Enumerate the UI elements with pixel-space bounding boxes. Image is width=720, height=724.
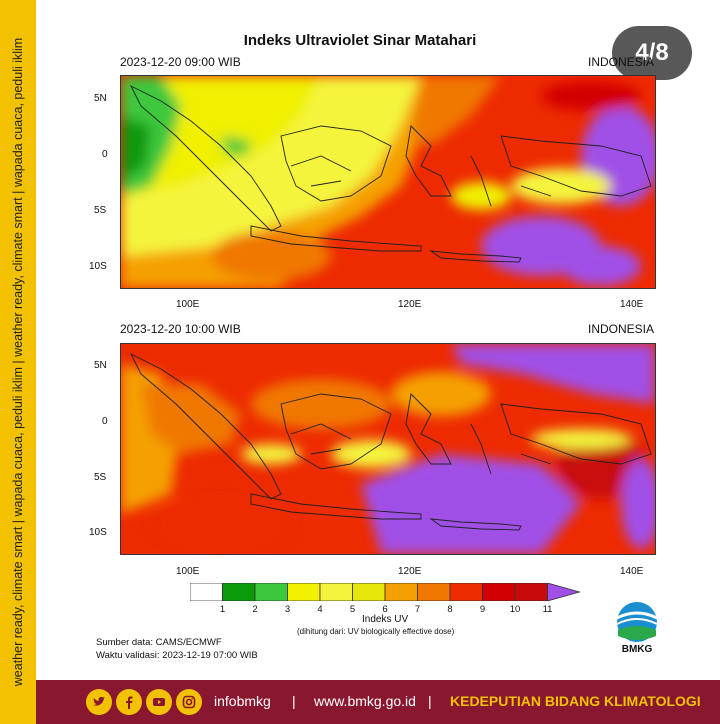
colorbar-subtitle: (dihitung dari: UV biologically effectiv… — [297, 627, 455, 636]
map2-lon-100e: 100E — [176, 566, 200, 577]
map2-lon-140e: 140E — [620, 566, 644, 577]
colorbar-tick-label: 11 — [542, 604, 553, 615]
map1-datetime: 2023-12-20 09:00 WIB — [120, 55, 241, 69]
uv-map-0900-graphic — [121, 76, 655, 288]
uv-map-1000 — [120, 343, 656, 555]
colorbar-tick-label: 1 — [219, 604, 226, 615]
map2-lat-5n: 5N — [94, 360, 107, 371]
page-title: Indeks Ultraviolet Sinar Matahari — [243, 32, 477, 49]
colorbar-segment — [417, 582, 451, 602]
map1-region: INDONESIA — [588, 55, 655, 69]
colorbar-tick-label: 4 — [317, 604, 323, 615]
colorbar-tick-label: 5 — [349, 604, 356, 615]
colorbar-segment — [482, 582, 516, 602]
slide-counter-badge[interactable]: 4/8 — [612, 26, 692, 80]
map1-lat-0: 0 — [102, 149, 108, 160]
bmkg-logo: BMKG — [612, 600, 662, 660]
footer-division: KEDEPUTIAN BIDANG KLIMATOLOGI — [450, 693, 701, 709]
colorbar-graphic — [189, 582, 581, 602]
source-text: Sumber data: CAMS/ECMWF — [96, 637, 222, 648]
side-tagline: weather ready, climate smart | wapada cu… — [11, 37, 25, 687]
bmkg-logo-icon — [616, 602, 658, 642]
instagram-icon[interactable] — [176, 689, 202, 715]
footer-bar: infobmkg | www.bmkg.go.id | KEDEPUTIAN B… — [36, 680, 720, 724]
colorbar-segment — [352, 582, 386, 602]
map2-lat-10s: 10S — [89, 527, 107, 538]
map2-lon-120e: 120E — [398, 566, 422, 577]
colorbar-segment — [449, 582, 483, 602]
colorbar-segment — [514, 582, 548, 602]
validity-text: Waktu validasi: 2023-12-19 07:00 WIB — [96, 650, 258, 661]
colorbar-tick-label: 9 — [479, 604, 486, 615]
colorbar-tick-label: 3 — [284, 604, 291, 615]
facebook-icon[interactable] — [116, 689, 142, 715]
colorbar-segment — [384, 582, 418, 602]
colorbar-segment — [222, 582, 256, 602]
colorbar-segment — [319, 582, 353, 602]
footer-website[interactable]: www.bmkg.go.id — [314, 693, 416, 709]
map2-datetime: 2023-12-20 10:00 WIB — [120, 322, 241, 336]
colorbar-tick-label: 8 — [447, 604, 453, 615]
colorbar-segment — [547, 582, 581, 602]
map2-region: INDONESIA — [588, 322, 655, 336]
colorbar-segment — [287, 582, 321, 602]
uv-map-1000-graphic — [121, 344, 655, 554]
map1-lon-120e: 120E — [398, 299, 422, 310]
map1-lon-140e: 140E — [620, 299, 644, 310]
uv-map-0900 — [120, 75, 656, 289]
twitter-icon[interactable] — [86, 689, 112, 715]
colorbar-segment — [189, 582, 223, 602]
colorbar-tick-label: 6 — [382, 604, 388, 615]
youtube-icon[interactable] — [146, 689, 172, 715]
bmkg-logo-text: BMKG — [621, 644, 653, 655]
colorbar-tick-label: 2 — [252, 604, 258, 615]
footer-handle[interactable]: infobmkg — [214, 693, 271, 709]
colorbar-tick-label: 7 — [414, 604, 421, 615]
colorbar-tick-label: 10 — [509, 604, 521, 615]
map2-lat-0: 0 — [102, 416, 108, 427]
colorbar-title: Indeks UV — [362, 614, 409, 625]
side-band: weather ready, climate smart | wapada cu… — [0, 0, 36, 724]
map2-lat-5s: 5S — [94, 472, 107, 483]
map1-lat-5n: 5N — [94, 93, 107, 104]
footer-separator-2: | — [428, 693, 432, 709]
footer-separator-1: | — [292, 693, 296, 709]
colorbar — [189, 582, 585, 602]
map1-lon-100e: 100E — [176, 299, 200, 310]
map1-lat-5s: 5S — [94, 205, 107, 216]
map1-lat-10s: 10S — [89, 261, 107, 272]
colorbar-segment — [254, 582, 288, 602]
